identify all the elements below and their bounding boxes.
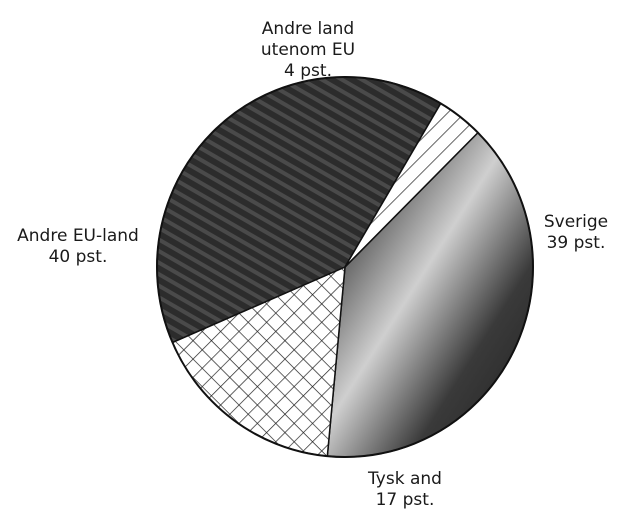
slice-label-se-line1: Sverige <box>543 212 609 232</box>
slice-label-eu-line1: Andre EU-land <box>17 226 139 246</box>
slice-value-eu: 40 pst. <box>48 247 108 267</box>
slices-group <box>156 76 534 458</box>
slice-label-sweden: Sverige 39 pst. <box>536 212 616 254</box>
slice-label-de-line1: Tysk and <box>368 469 442 489</box>
slice-value-other: 4 pst. <box>284 61 332 81</box>
pie-outline <box>156 76 534 458</box>
slice-label-other-countries: Andre land utenom EU 4 pst. <box>246 19 370 82</box>
slice-label-other-line1: Andre land <box>261 19 355 39</box>
slice-label-germany: Tysk and 17 pst. <box>360 469 450 511</box>
slice-label-other-line2: utenom EU <box>260 40 356 60</box>
slice-label-other-eu: Andre EU-land 40 pst. <box>4 226 152 268</box>
slice-value-de: 17 pst. <box>375 490 435 510</box>
slice-value-se: 39 pst. <box>546 233 606 253</box>
